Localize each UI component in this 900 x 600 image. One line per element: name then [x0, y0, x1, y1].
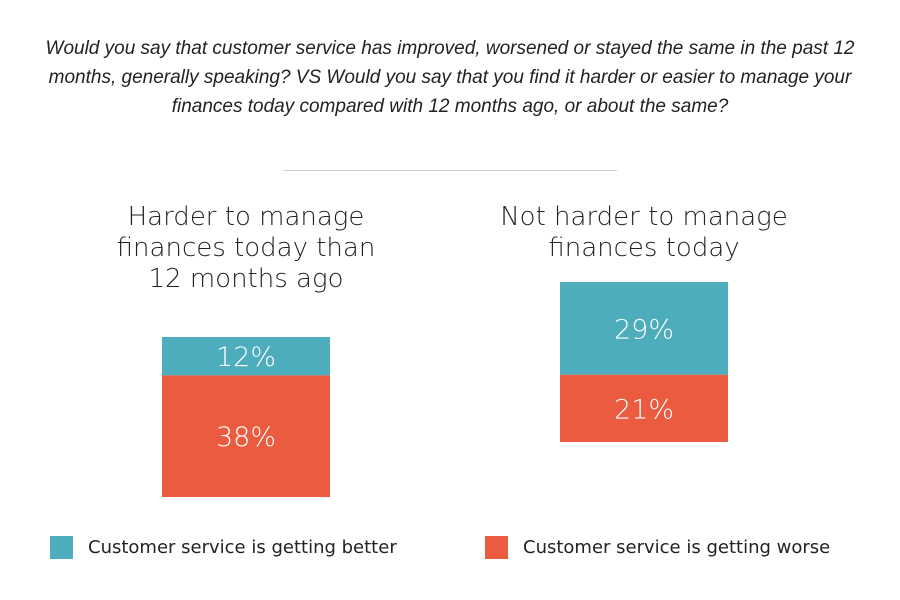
bar-segment-worse-1	[560, 374, 728, 442]
legend-swatch-better	[50, 536, 73, 559]
legend-swatch-worse	[485, 536, 508, 559]
bar-segment-worse-0	[162, 375, 330, 497]
legend-label-worse: Customer service is getting worse	[523, 537, 831, 558]
category-title-harder: Harder to manage finances today than 12 …	[116, 202, 376, 294]
data-label-worse-1: 21%	[614, 394, 674, 425]
legend-item-better: Customer service is getting better	[50, 536, 397, 559]
data-label-worse-0: 38%	[216, 422, 276, 453]
legend-item-worse: Customer service is getting worse	[485, 536, 830, 559]
bar-segment-better-0	[162, 337, 330, 376]
question-text: Would you say that customer service has …	[45, 38, 855, 117]
data-label-better-1: 29%	[614, 314, 674, 345]
data-label-better-0: 12%	[216, 342, 276, 373]
category-title-not-harder: Not harder to manage finances today	[500, 202, 788, 263]
legend-label-better: Customer service is getting better	[88, 537, 397, 558]
bar-segment-better-1	[560, 282, 728, 375]
divider	[283, 170, 617, 171]
